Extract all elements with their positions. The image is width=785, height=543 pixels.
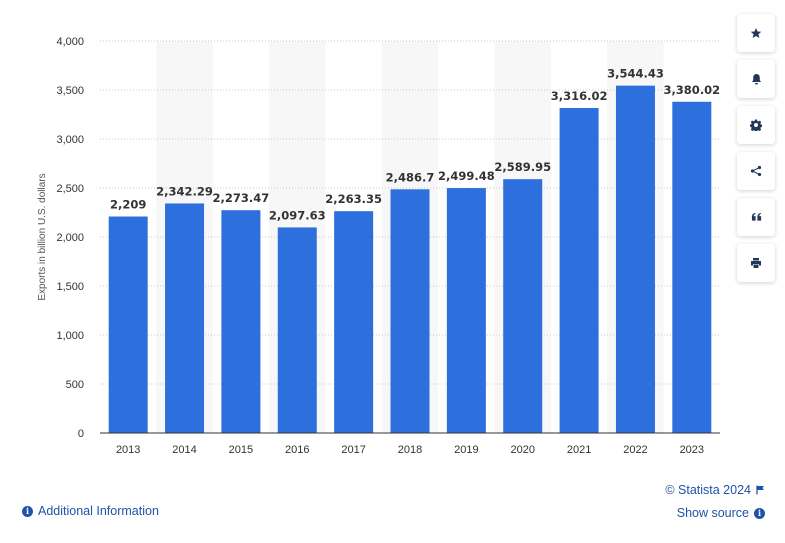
data-label: 2,263.35 — [325, 192, 382, 206]
y-tick-label: 0 — [78, 428, 84, 440]
y-tick-label: 3,500 — [56, 85, 84, 97]
x-tick-label: 2014 — [172, 444, 196, 456]
print-icon — [751, 258, 761, 268]
cite-button[interactable] — [737, 198, 775, 236]
x-tick-label: 2021 — [567, 444, 591, 456]
data-label: 3,544.43 — [607, 67, 664, 81]
bar[interactable] — [221, 210, 261, 433]
y-tick-label: 4,000 — [56, 36, 84, 48]
copyright: © Statista 2024 — [665, 483, 765, 497]
bar[interactable] — [334, 211, 374, 433]
data-labels: 2,209 2,342.29 2,273.47 2,097.63 2,263.35 2,4… — [110, 67, 720, 223]
data-label: 2,589.95 — [494, 160, 551, 174]
show-source-label: Show source — [676, 506, 749, 520]
y-axis-title: Exports in billion U.S. dollars — [37, 173, 48, 300]
x-tick-label: 2023 — [680, 444, 704, 456]
y-tick-label: 1,000 — [56, 330, 84, 342]
data-label: 2,486.7 — [386, 170, 435, 184]
data-label: 2,499.48 — [438, 169, 495, 183]
info-icon: i — [754, 507, 765, 519]
bars — [108, 85, 712, 434]
print-button[interactable] — [737, 244, 775, 282]
y-tick-label: 2,500 — [56, 183, 84, 195]
bar[interactable] — [615, 85, 655, 433]
x-tick-label: 2022 — [623, 444, 647, 456]
bar[interactable] — [390, 189, 430, 433]
favorite-button[interactable] — [737, 14, 775, 52]
bell-icon — [751, 74, 761, 85]
y-tick-label: 3,000 — [56, 134, 84, 146]
x-tick-label: 2018 — [398, 444, 422, 456]
share-button[interactable] — [737, 152, 775, 190]
data-label: 3,380.02 — [663, 83, 720, 97]
bar[interactable] — [277, 227, 317, 433]
x-axis-ticks: 2013 2014 2015 2016 2017 2018 2019 2020 2021 2022… — [116, 444, 704, 456]
x-tick-label: 2020 — [510, 444, 534, 456]
x-tick-label: 2019 — [454, 444, 478, 456]
bar[interactable] — [165, 203, 205, 433]
x-tick-label: 2016 — [285, 444, 309, 456]
bar[interactable] — [559, 108, 599, 434]
bar[interactable] — [446, 188, 486, 433]
data-label: 2,342.29 — [156, 184, 213, 198]
bar[interactable] — [503, 179, 543, 433]
quote-icon — [751, 212, 761, 221]
gear-icon — [750, 119, 762, 131]
chart-toolbar — [737, 14, 775, 290]
star-icon — [750, 28, 762, 38]
flag-icon[interactable] — [756, 485, 765, 495]
x-tick-label: 2013 — [116, 444, 140, 456]
y-tick-label: 2,000 — [56, 232, 84, 244]
additional-information-label: Additional Information — [38, 504, 159, 518]
show-source-link[interactable]: Show source i — [677, 506, 765, 520]
data-label: 2,273.47 — [213, 191, 270, 205]
data-label: 2,209 — [110, 198, 146, 212]
x-tick-label: 2017 — [341, 444, 365, 456]
settings-button[interactable] — [737, 106, 775, 144]
bar[interactable] — [108, 216, 148, 433]
info-icon: i — [22, 505, 33, 517]
copyright-label: © Statista 2024 — [665, 483, 751, 497]
x-tick-label: 2015 — [229, 444, 253, 456]
additional-information-link[interactable]: i Additional Information — [22, 504, 159, 518]
data-label: 2,097.63 — [269, 208, 326, 222]
y-axis-ticks: 0 500 1,000 1,500 2,000 2,500 3,000 3,500 4,000 — [56, 36, 84, 440]
bar[interactable] — [672, 101, 712, 433]
y-tick-label: 500 — [66, 379, 84, 391]
share-icon — [750, 165, 762, 177]
y-tick-label: 1,500 — [56, 281, 84, 293]
notification-button[interactable] — [737, 60, 775, 98]
data-label: 3,316.02 — [551, 89, 608, 103]
